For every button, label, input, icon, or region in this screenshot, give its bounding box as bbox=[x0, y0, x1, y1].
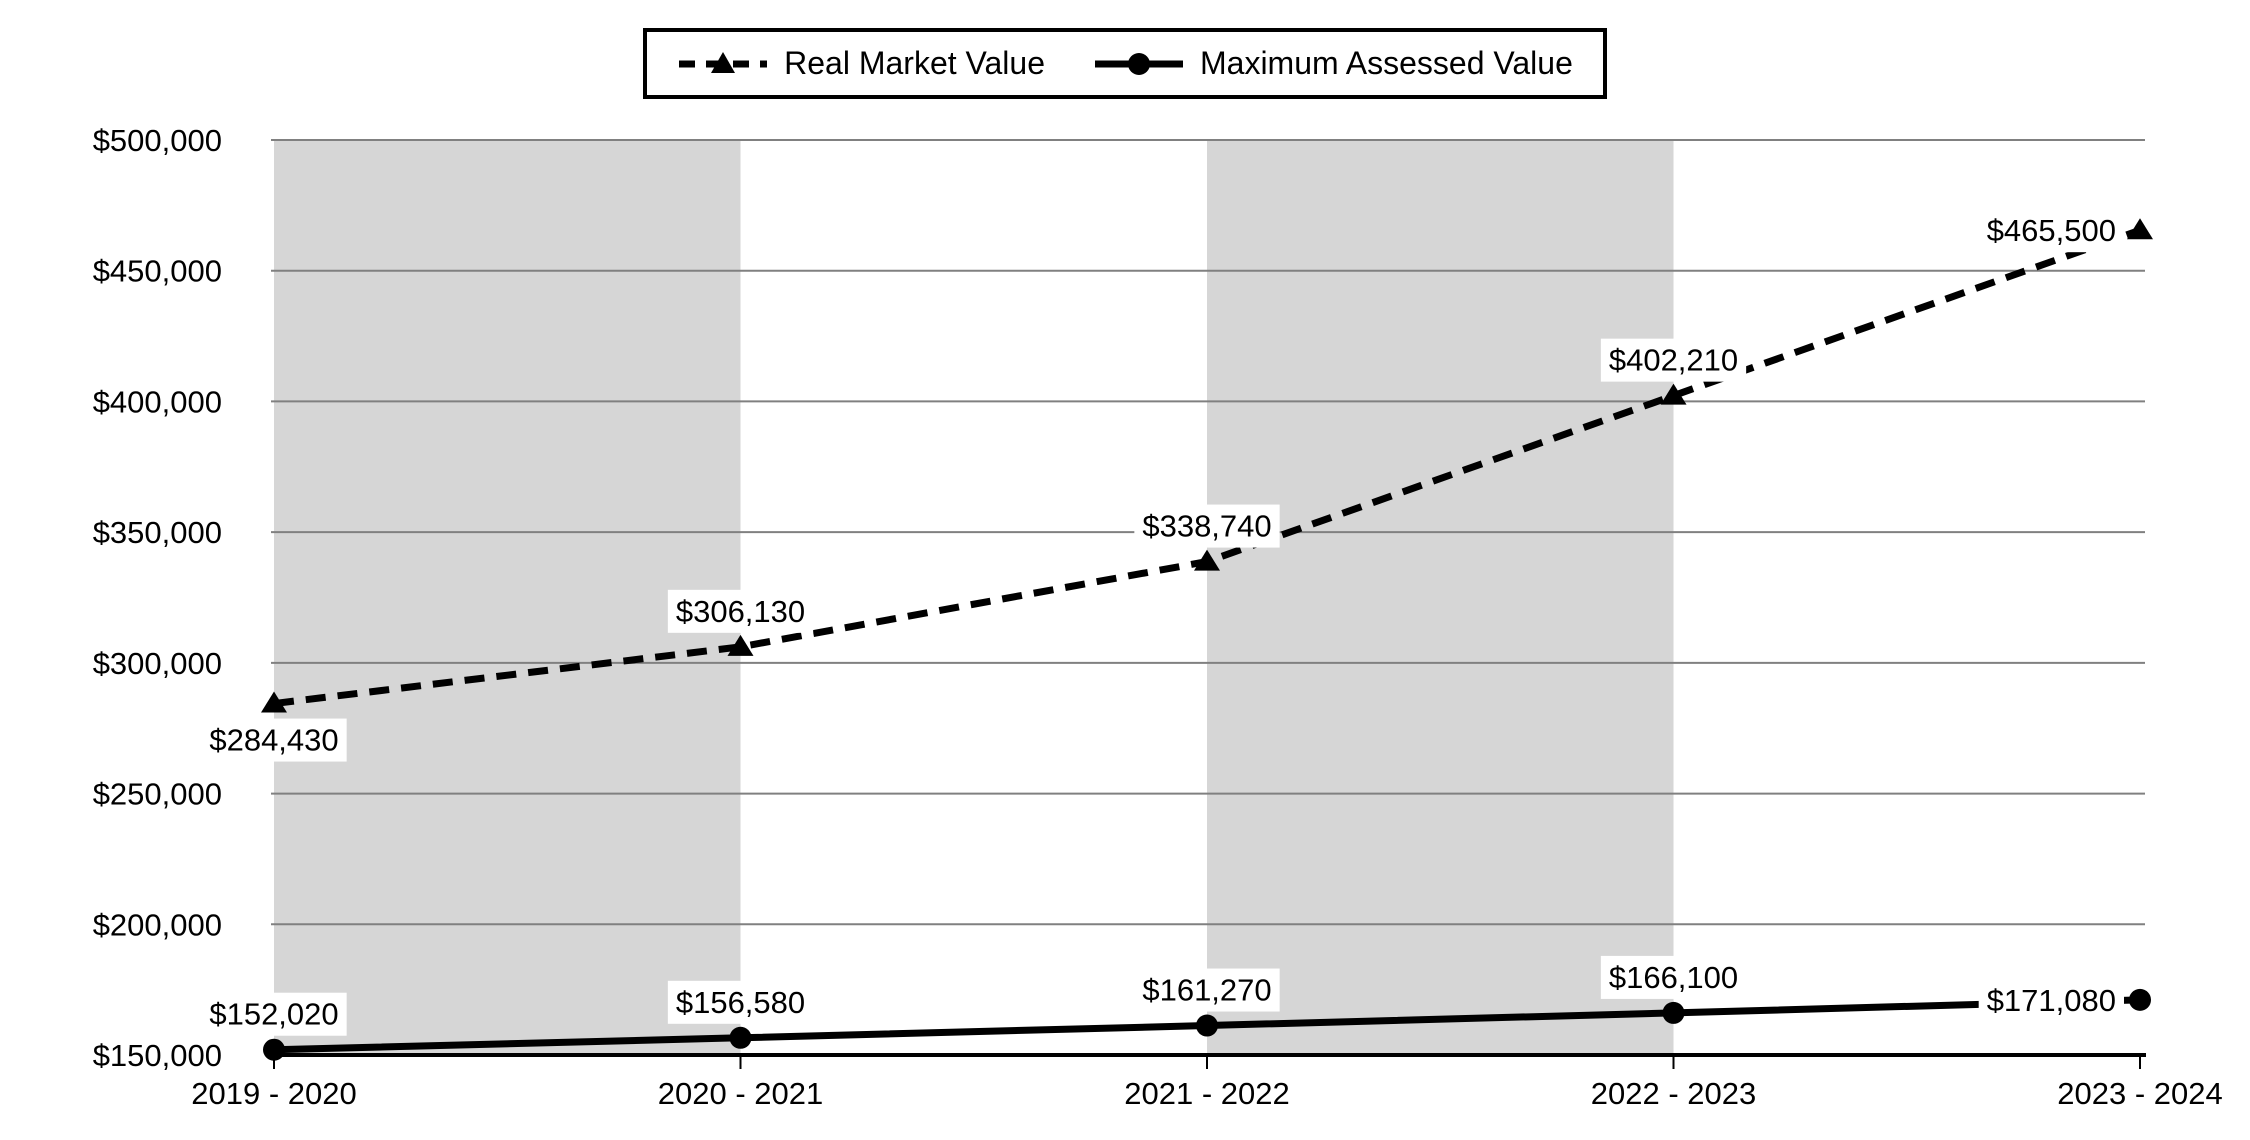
y-axis-tick-label: $500,000 bbox=[93, 123, 222, 158]
data-label-background bbox=[1134, 968, 1280, 1012]
y-axis-tick-label: $450,000 bbox=[93, 254, 222, 289]
data-label: $171,080 bbox=[1987, 983, 2116, 1018]
legend-label-real-market-value: Real Market Value bbox=[784, 45, 1045, 81]
x-axis-tick-label: 2023 - 2024 bbox=[2057, 1076, 2222, 1111]
data-label-background bbox=[1600, 338, 1747, 382]
y-axis-tick-label: $250,000 bbox=[93, 777, 222, 812]
data-label-background bbox=[1978, 978, 2124, 1022]
data-label: $156,580 bbox=[676, 985, 805, 1020]
legend-item-maximum-assessed-value: Maximum Assessed Value bbox=[1093, 45, 1573, 82]
y-axis-tick-label: $350,000 bbox=[93, 515, 222, 550]
legend: Real Market Value Maximum Assessed Value bbox=[0, 28, 2250, 99]
x-axis-tick-label: 2020 - 2021 bbox=[658, 1076, 823, 1111]
data-label-background bbox=[1134, 504, 1280, 548]
data-label-background bbox=[667, 589, 814, 633]
y-axis-tick-label: $200,000 bbox=[93, 907, 222, 942]
x-axis-tick-label: 2021 - 2022 bbox=[1124, 1076, 1289, 1111]
data-label-background bbox=[201, 992, 347, 1036]
y-axis-tick-label: $400,000 bbox=[93, 384, 222, 419]
legend-sample-glyph bbox=[1094, 52, 1183, 75]
data-label: $338,740 bbox=[1142, 509, 1271, 544]
data-label: $166,100 bbox=[1609, 960, 1738, 995]
data-label: $161,270 bbox=[1142, 973, 1271, 1008]
data-label: $402,210 bbox=[1609, 343, 1738, 378]
triangle-marker bbox=[1660, 383, 1687, 405]
legend-box: Real Market Value Maximum Assessed Value bbox=[643, 28, 1607, 99]
y-axis-tick-label: $300,000 bbox=[93, 646, 222, 681]
shaded-band bbox=[1207, 140, 1674, 1055]
data-label: $152,020 bbox=[209, 997, 338, 1032]
x-axis-tick-label: 2019 - 2020 bbox=[191, 1076, 356, 1111]
circle-marker bbox=[2129, 988, 2151, 1011]
triangle-marker bbox=[2127, 218, 2153, 240]
data-label-background bbox=[201, 718, 347, 762]
data-label-background bbox=[667, 980, 814, 1024]
legend-triangle-marker-icon bbox=[711, 51, 736, 73]
circle-marker bbox=[1196, 1014, 1218, 1037]
y-axis-tick-label: $150,000 bbox=[93, 1038, 222, 1073]
legend-circle-marker-icon bbox=[1127, 52, 1150, 75]
dashed-line-triangle-marker-icon bbox=[677, 46, 769, 82]
data-label-background bbox=[1600, 955, 1747, 999]
circle-marker bbox=[263, 1038, 285, 1061]
circle-marker bbox=[1662, 1001, 1685, 1024]
solid-line-circle-marker-icon bbox=[1093, 46, 1185, 82]
triangle-marker bbox=[1194, 549, 1220, 571]
data-label-background bbox=[1978, 209, 2124, 253]
shaded-band bbox=[274, 140, 741, 1055]
data-label: $306,130 bbox=[676, 594, 805, 629]
triangle-marker bbox=[727, 634, 754, 656]
circle-marker bbox=[729, 1026, 752, 1049]
x-axis-tick-label: 2022 - 2023 bbox=[1591, 1076, 1756, 1111]
legend-sample-glyph bbox=[679, 51, 768, 73]
triangle-marker bbox=[261, 691, 287, 713]
data-label: $284,430 bbox=[209, 723, 338, 758]
data-label: $465,500 bbox=[1987, 213, 2116, 248]
legend-item-real-market-value: Real Market Value bbox=[677, 45, 1045, 82]
legend-label-maximum-assessed-value: Maximum Assessed Value bbox=[1199, 45, 1573, 81]
